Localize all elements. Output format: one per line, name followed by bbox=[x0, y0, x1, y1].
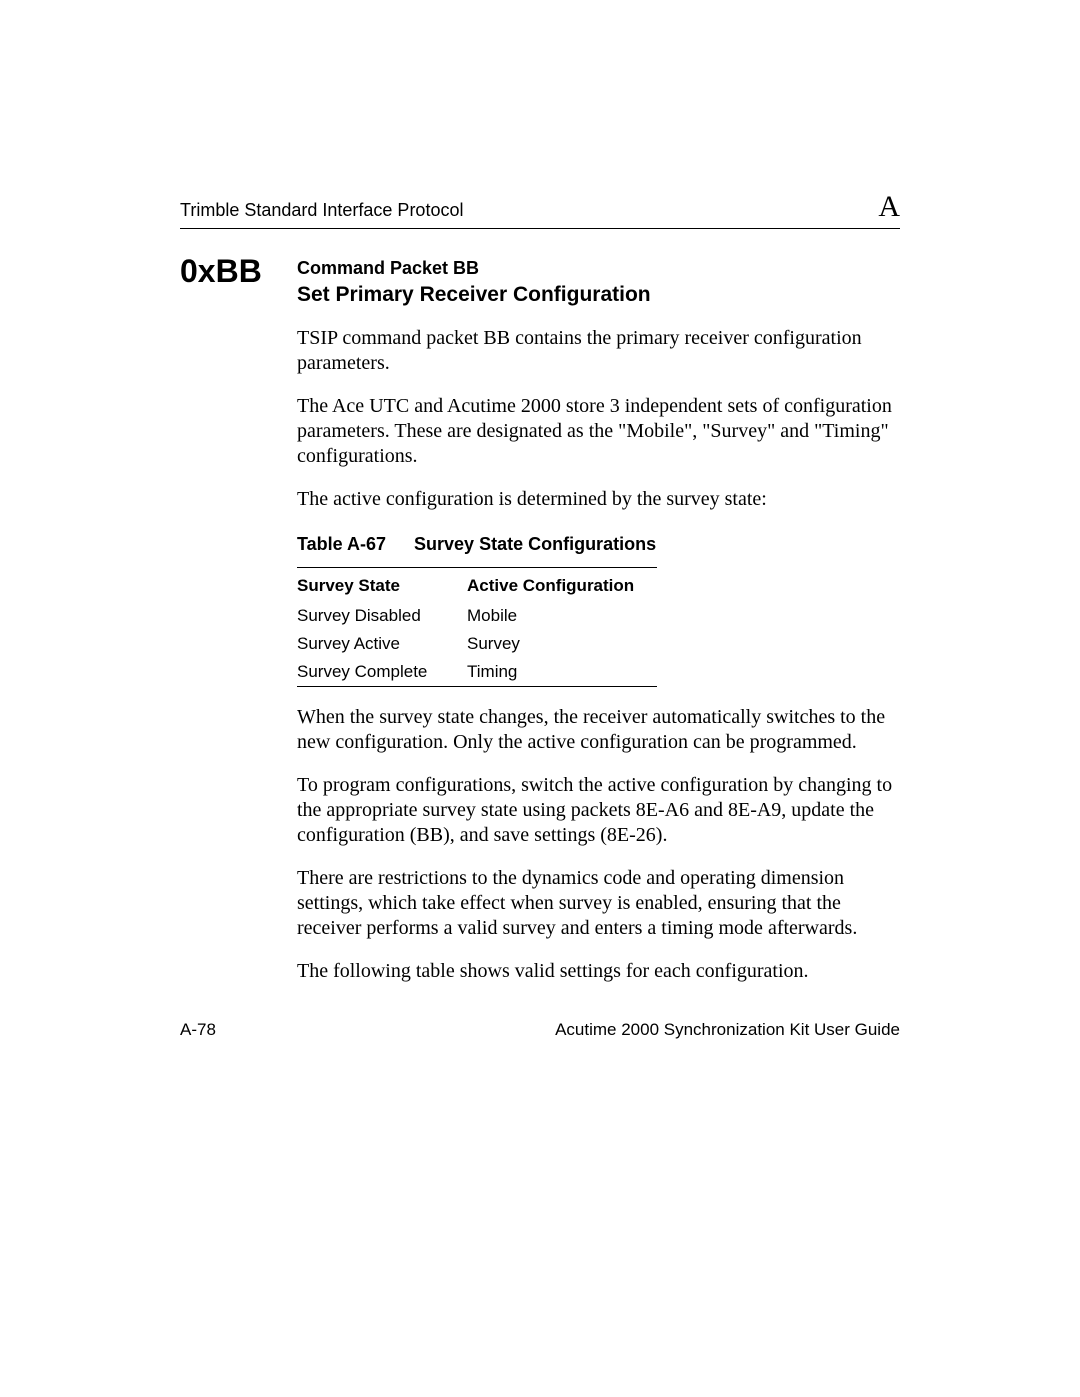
survey-state-table: Survey State Active Configuration Survey… bbox=[297, 567, 657, 687]
section-title-block: Command Packet BB Set Primary Receiver C… bbox=[297, 257, 900, 308]
command-packet-label: Command Packet BB bbox=[297, 257, 900, 280]
body-content: TSIP command packet BB contains the prim… bbox=[297, 326, 900, 984]
paragraph: To program configurations, switch the ac… bbox=[297, 773, 900, 848]
header-right-appendix-letter: A bbox=[878, 190, 900, 224]
header-left-text: Trimble Standard Interface Protocol bbox=[180, 200, 463, 221]
table-title: Survey State Configurations bbox=[414, 534, 656, 554]
page-number: A-78 bbox=[180, 1020, 216, 1040]
table-cell: Survey Disabled bbox=[297, 602, 467, 630]
table-cell: Survey Active bbox=[297, 630, 467, 658]
table-header-cell: Active Configuration bbox=[467, 567, 657, 602]
paragraph: The Ace UTC and Acutime 2000 store 3 ind… bbox=[297, 394, 900, 469]
table-caption: Table A-67 Survey State Configurations bbox=[297, 534, 900, 555]
table-row: Survey Complete Timing bbox=[297, 658, 657, 687]
paragraph: The following table shows valid settings… bbox=[297, 959, 900, 984]
running-footer: A-78 Acutime 2000 Synchronization Kit Us… bbox=[180, 1020, 900, 1040]
running-header: Trimble Standard Interface Protocol A bbox=[180, 190, 900, 229]
table-row: Survey Active Survey bbox=[297, 630, 657, 658]
page-content: Trimble Standard Interface Protocol A 0x… bbox=[180, 190, 900, 984]
section-heading: 0xBB Command Packet BB Set Primary Recei… bbox=[180, 257, 900, 308]
table-row: Survey Disabled Mobile bbox=[297, 602, 657, 630]
table-header-cell: Survey State bbox=[297, 567, 467, 602]
section-subtitle: Set Primary Receiver Configuration bbox=[297, 282, 900, 308]
table-header-row: Survey State Active Configuration bbox=[297, 567, 657, 602]
section-hex-code: 0xBB bbox=[180, 255, 275, 287]
footer-doc-title: Acutime 2000 Synchronization Kit User Gu… bbox=[555, 1020, 900, 1040]
paragraph: There are restrictions to the dynamics c… bbox=[297, 866, 900, 941]
table-cell: Survey Complete bbox=[297, 658, 467, 687]
paragraph: The active configuration is determined b… bbox=[297, 487, 900, 512]
paragraph: TSIP command packet BB contains the prim… bbox=[297, 326, 900, 376]
table-cell: Mobile bbox=[467, 602, 657, 630]
table-cell: Survey bbox=[467, 630, 657, 658]
table-number: Table A-67 bbox=[297, 534, 386, 555]
paragraph: When the survey state changes, the recei… bbox=[297, 705, 900, 755]
table-cell: Timing bbox=[467, 658, 657, 687]
